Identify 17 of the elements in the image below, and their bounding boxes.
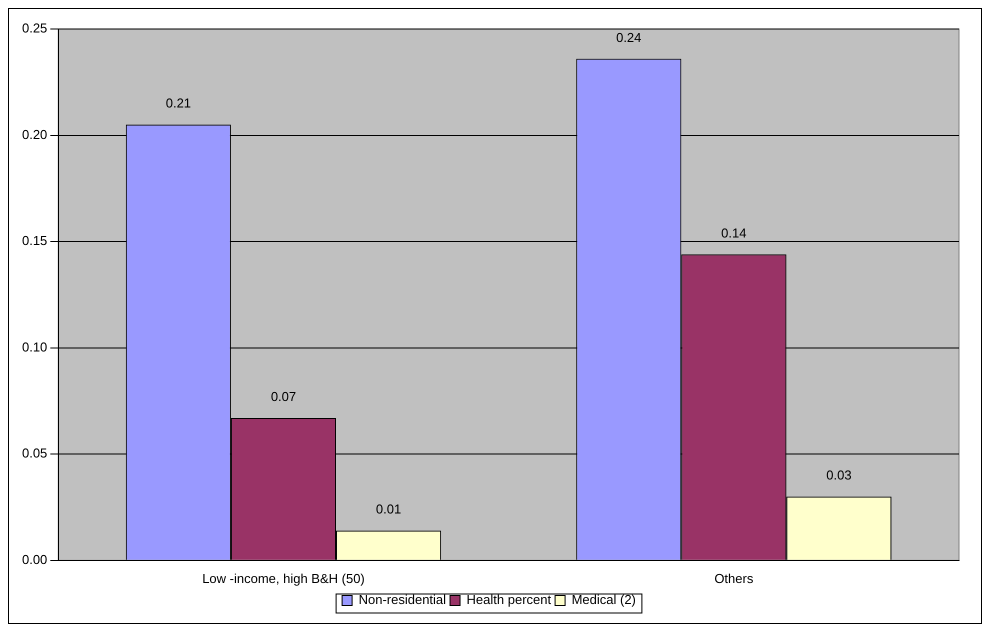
legend-label: Medical (2) <box>572 592 636 608</box>
data-label: 0.21 <box>166 96 192 111</box>
y-tick-label: 0.20 <box>22 126 48 142</box>
data-label: 0.14 <box>721 225 746 240</box>
legend-label: Health percent <box>466 592 552 608</box>
y-tick-label: 0.05 <box>22 446 48 461</box>
legend-label: Non-residential <box>358 592 446 608</box>
data-label: 0.01 <box>376 502 402 517</box>
y-tick-label: 0.15 <box>22 233 48 248</box>
y-tick-label: 0.25 <box>22 20 48 36</box>
data-label: 0.03 <box>826 468 852 483</box>
data-label: 0.07 <box>270 389 296 404</box>
x-tick-label: Others <box>714 570 754 586</box>
x-tick-label: Low -income, high B&H (50) <box>202 570 365 586</box>
y-tick-label: 0.10 <box>22 339 48 354</box>
y-tick-label: 0.00 <box>22 552 48 567</box>
data-label: 0.24 <box>616 30 642 45</box>
